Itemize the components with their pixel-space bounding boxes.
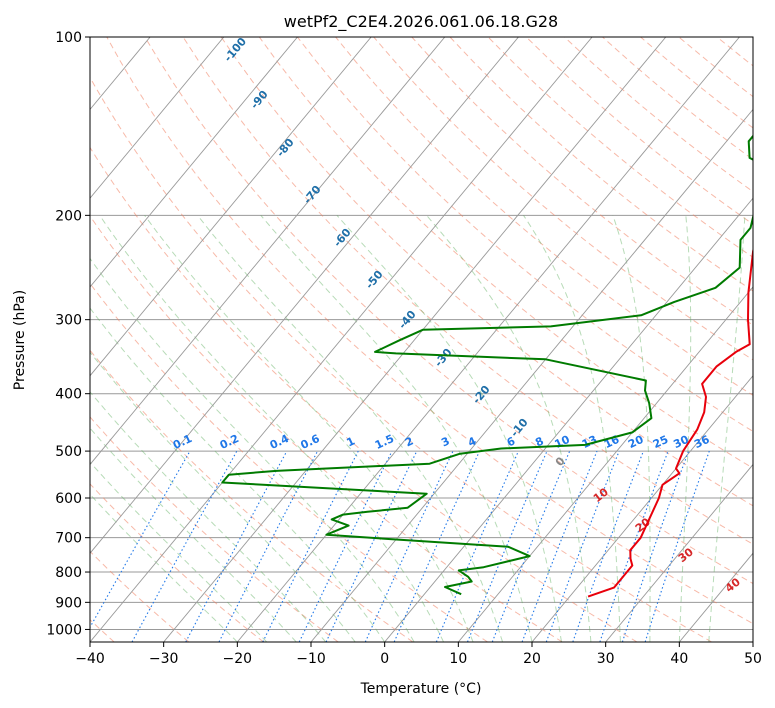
moist-adiabat-line [523, 215, 621, 642]
dry-adiabat-line [90, 76, 712, 642]
isotherm-line [90, 37, 593, 642]
chart-title: wetPf2_C2E4.2026.061.06.18.G28 [284, 12, 558, 32]
moist-adiabat-line [90, 461, 268, 642]
moist-adiabat-line [90, 391, 327, 642]
y-tick-label: 100 [55, 30, 82, 46]
y-axis-label: Pressure (hPa) [12, 290, 28, 390]
x-tick-label: 30 [597, 651, 615, 667]
moist-adiabat-line [90, 307, 386, 642]
moist-adiabat-line [90, 427, 297, 642]
y-tick-label: 400 [55, 387, 82, 403]
mixing-ratio-line [491, 450, 571, 642]
y-tick-label: 1000 [46, 622, 82, 638]
dry-adiabat-line [90, 550, 190, 642]
mixing-ratio-label: 36 [692, 433, 712, 451]
dry-adiabat-line [90, 483, 264, 642]
dry-adiabat-line [373, 37, 753, 361]
dry-adiabat-line [411, 37, 753, 326]
isotherm-line [90, 37, 298, 288]
mixing-ratio-label: 25 [651, 433, 670, 451]
mixing-ratio-line [262, 450, 359, 642]
moist-adiabat-line [336, 214, 562, 642]
temperature-profile [587, 247, 753, 598]
dry-adiabat-line [297, 37, 753, 432]
isotherm-line [531, 375, 753, 642]
isotherm-line [90, 37, 519, 554]
y-axis-ticks: 100 200 300 400 500 600 700 800 900 1000 [46, 30, 90, 638]
moist-adiabat-line [612, 215, 651, 642]
dewpoint-profile [221, 134, 753, 596]
y-tick-label: 600 [55, 491, 82, 507]
moist-adiabat-line [678, 215, 692, 642]
x-axis-ticks: −40 −30 −20 −10 0 10 20 30 40 50 [75, 642, 762, 667]
mixing-ratio-line [435, 450, 519, 642]
x-tick-label: 20 [523, 651, 541, 667]
plot-area: -100-90-80-70-60-50-40-30-20-10010203040… [90, 37, 753, 642]
isotherm-line [90, 37, 372, 377]
dry-adiabats [90, 37, 753, 642]
x-axis-label: Temperature (°C) [360, 681, 482, 697]
dry-adiabat-line [335, 37, 753, 396]
moist-adiabat-line [426, 214, 592, 642]
x-tick-label: 0 [380, 651, 389, 667]
isotherm-line [384, 197, 753, 642]
y-tick-label: 900 [55, 595, 82, 611]
isotherm-line [457, 286, 753, 642]
mixing-ratio-line [621, 450, 690, 642]
mixing-ratio-line [644, 450, 710, 642]
plot-frame [89, 36, 754, 643]
mixing-ratio-label: 20 [626, 433, 646, 451]
x-tick-label: −40 [75, 651, 105, 667]
y-tick-label: 300 [55, 313, 82, 329]
y-tick-label: 800 [55, 565, 82, 581]
mixing-ratio-line [393, 450, 481, 642]
isotherm-line [90, 37, 225, 199]
mixing-ratio-label: 13 [580, 433, 599, 451]
x-tick-label: −10 [296, 651, 326, 667]
isotherms [90, 37, 753, 642]
moist-adiabat-line [197, 214, 503, 642]
x-tick-label: −20 [223, 651, 253, 667]
x-tick-label: −30 [149, 651, 179, 667]
mixing-ratio-line [572, 450, 644, 642]
mixing-ratio-line [90, 450, 191, 629]
x-tick-label: 40 [670, 651, 688, 667]
mixing-ratio-line [599, 450, 669, 642]
y-tick-label: 700 [55, 531, 82, 547]
mixing-ratio-line [545, 450, 620, 642]
isotherm-line [163, 37, 667, 642]
y-tick-label: 500 [55, 444, 82, 460]
moist-adiabat-line [90, 351, 356, 642]
moist-adiabat-line [90, 493, 238, 642]
dry-adiabat-line [90, 349, 414, 642]
profile-series [221, 134, 753, 598]
mixing-ratio-line [185, 450, 288, 642]
isotherm-line [90, 37, 446, 466]
x-tick-label: 10 [449, 651, 467, 667]
isotherm-line [605, 463, 753, 642]
isotherm-line [236, 37, 740, 642]
y-tick-label: 200 [55, 208, 82, 224]
pressure-grid [90, 37, 753, 630]
isotherm-line [310, 108, 753, 642]
mixing-ratio-lines [90, 450, 710, 642]
dry-adiabat-line [90, 146, 638, 642]
x-tick-label: 50 [744, 651, 762, 667]
mixing-ratio-line [521, 450, 598, 642]
dry-adiabat-line [90, 282, 488, 642]
moist-adiabat-line [260, 214, 533, 642]
moist-adiabat-line [90, 257, 415, 642]
moist-adiabat-line [99, 215, 445, 642]
moist-adiabats [90, 214, 746, 642]
mixing-ratio-line [131, 450, 238, 642]
